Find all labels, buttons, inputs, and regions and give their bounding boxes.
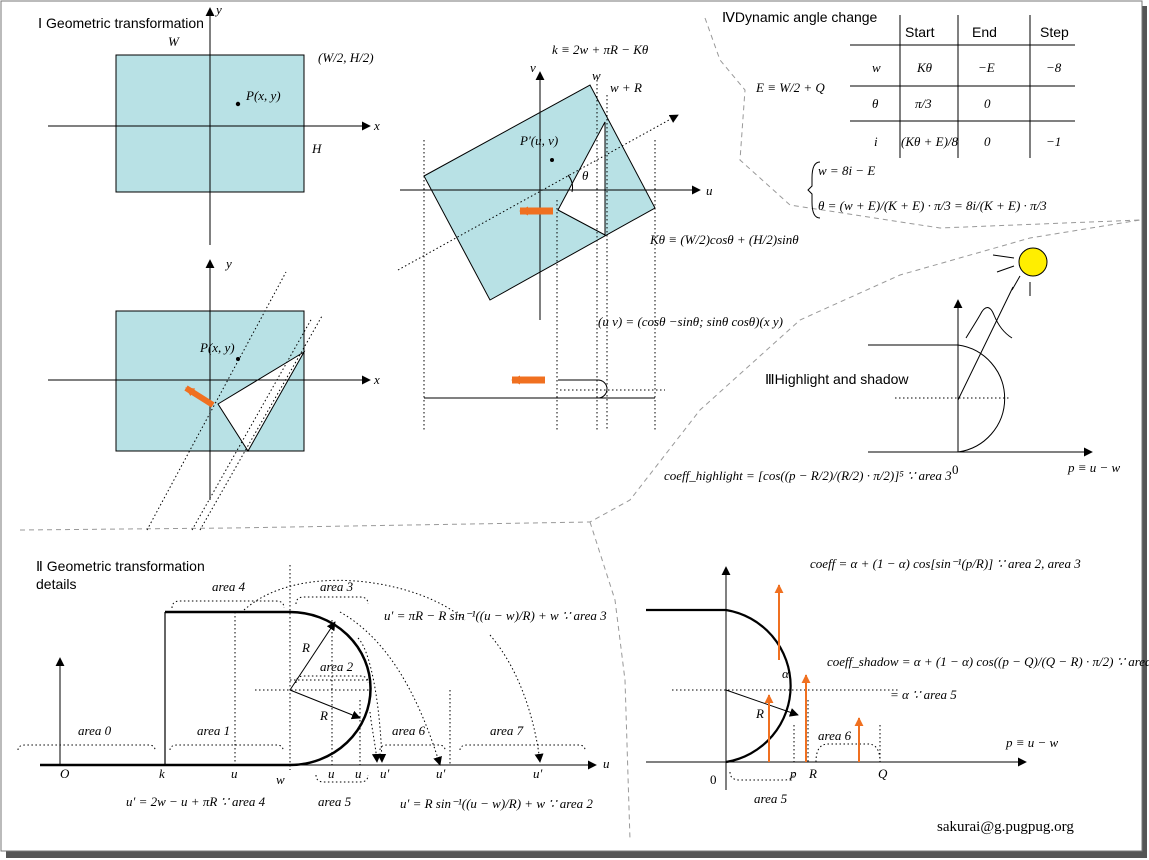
section-3-title: ⅢHighlight and shadow bbox=[765, 371, 909, 387]
axis-tick-k: k bbox=[159, 766, 165, 781]
table-cell: π/3 bbox=[915, 96, 932, 111]
area-4-label: area 4 bbox=[212, 579, 246, 594]
section-2-title-line2: details bbox=[36, 576, 76, 592]
table-cell: −8 bbox=[1046, 60, 1062, 75]
height-label: H bbox=[311, 141, 322, 156]
section-2-title-line1: Ⅱ Geometric transformation bbox=[36, 558, 205, 574]
system-eq-2: θ = (w + E)/(K + E) · π/3 = 8i/(K + E) ·… bbox=[818, 198, 1047, 213]
axis-tick-u: u bbox=[231, 766, 238, 781]
axis-v-label: v bbox=[530, 60, 536, 75]
area-3-label: area 3 bbox=[320, 579, 354, 594]
table-header-end: End bbox=[972, 24, 997, 40]
table-cell: −E bbox=[978, 60, 995, 75]
axis-u-label: u bbox=[706, 183, 713, 198]
sun-icon bbox=[992, 247, 1048, 296]
axis-tick-u-3: u bbox=[355, 766, 362, 781]
rect-rotated bbox=[397, 71, 701, 432]
axis-tick-u-prime-2: u′ bbox=[436, 766, 446, 781]
eq-area4: u′ = 2w − u + πR ∵ area 4 bbox=[126, 794, 266, 809]
p-definition: p ≡ u − w bbox=[1067, 460, 1121, 475]
shadow-area6-label: area 6 bbox=[818, 728, 852, 743]
area-7-label: area 7 bbox=[490, 723, 524, 738]
area-0-label: area 0 bbox=[78, 723, 112, 738]
point-p-prime-label: P′(u, v) bbox=[519, 133, 558, 148]
axis-x-label-2: x bbox=[373, 372, 380, 387]
system-eq-1: w = 8i − E bbox=[818, 163, 875, 178]
table-cell: −1 bbox=[1046, 134, 1061, 149]
coeff-highlight-eq: coeff_highlight = [cos((p − R/2)/(R/2) ·… bbox=[664, 468, 952, 483]
e-definition: E ≡ W/2 + Q bbox=[755, 80, 825, 95]
table-cell: (Kθ + E)/8 bbox=[901, 134, 959, 149]
highlight-origin: 0 bbox=[952, 462, 959, 477]
shadow-q-label: Q bbox=[878, 766, 888, 781]
shadow-p-definition: p ≡ u − w bbox=[1005, 735, 1059, 750]
axis-tick-u-prime: u′ bbox=[380, 766, 390, 781]
details-diagram bbox=[17, 565, 597, 783]
area-1-label: area 1 bbox=[197, 723, 230, 738]
table-cell: 0 bbox=[984, 134, 991, 149]
coeff-shadow-eq-2: = α ∵ area 5 bbox=[890, 687, 957, 702]
table-cell: θ bbox=[872, 96, 879, 111]
region-separators bbox=[19, 17, 1141, 841]
table-header-start: Start bbox=[905, 24, 935, 40]
shadow-p-label: p bbox=[789, 766, 797, 781]
rect-folded bbox=[48, 259, 371, 531]
eq-area2: u′ = R sin⁻¹((u − w)/R) + w ∵ area 2 bbox=[400, 796, 593, 811]
highlight-diagram bbox=[868, 286, 1093, 457]
shadow-diagram bbox=[646, 566, 1027, 790]
table-cell: Kθ bbox=[916, 60, 933, 75]
light-rays bbox=[764, 584, 864, 762]
area-6-label: area 6 bbox=[392, 723, 426, 738]
theta-label: θ bbox=[582, 168, 589, 183]
shadow-area5-label: area 5 bbox=[754, 791, 788, 806]
shadow-r-label: R bbox=[808, 766, 817, 781]
eq-area3: u′ = πR − R sin⁻¹((u − w)/R) + w ∵ area … bbox=[384, 608, 607, 623]
k-theta-definition: Kθ ≡ (W/2)cosθ + (H/2)sinθ bbox=[649, 232, 799, 247]
equation-brace bbox=[807, 161, 821, 219]
axis-u-label-2: u bbox=[603, 756, 610, 771]
axis-y-label-2: y bbox=[224, 256, 232, 271]
author-email: sakurai@g.pugpug.org bbox=[937, 819, 1074, 835]
area-5-label: area 5 bbox=[318, 794, 352, 809]
table-cell: i bbox=[874, 134, 878, 149]
axis-tick-w: w bbox=[276, 772, 285, 787]
radius-label-2: R bbox=[319, 708, 328, 723]
shadow-radius-label: R bbox=[755, 706, 764, 721]
shadow-origin: 0 bbox=[710, 772, 717, 787]
section-4-title: ⅣDynamic angle change bbox=[722, 9, 878, 25]
rect-original bbox=[48, 7, 371, 245]
axis-y-label: y bbox=[214, 2, 222, 17]
table-header-step: Step bbox=[1040, 24, 1069, 40]
coeff-eq: coeff = α + (1 − α) cos[sin⁻¹(p/R)] ∵ ar… bbox=[810, 556, 1081, 571]
axis-tick-u-prime-3: u′ bbox=[533, 766, 543, 781]
point-p-label: P(x, y) bbox=[245, 88, 281, 103]
axis-tick-u-2: u bbox=[328, 766, 335, 781]
center-label: (W/2, H/2) bbox=[318, 50, 374, 65]
rotation-matrix: (u v) = (cosθ −sinθ; sinθ cosθ)(x y) bbox=[598, 314, 783, 329]
width-label: W bbox=[168, 34, 180, 49]
axis-x-label: x bbox=[373, 118, 380, 133]
w-label: w bbox=[592, 68, 601, 83]
area-2-label: area 2 bbox=[320, 659, 354, 674]
table-cell: 0 bbox=[984, 96, 991, 111]
axis-tick-o: O bbox=[60, 766, 70, 781]
angle-table bbox=[850, 15, 1075, 158]
table-cell: w bbox=[872, 60, 881, 75]
alpha-label: α bbox=[782, 666, 790, 681]
section-1-title: Ⅰ Geometric transformation bbox=[38, 15, 204, 31]
k-definition: k ≡ 2w + πR − Kθ bbox=[552, 42, 649, 57]
w-plus-r-label: w + R bbox=[610, 80, 642, 95]
radius-label: R bbox=[301, 640, 310, 655]
point-p-label-2: P(x, y) bbox=[199, 340, 235, 355]
coeff-shadow-eq: coeff_shadow = α + (1 − α) cos((p − Q)/(… bbox=[827, 654, 1149, 669]
